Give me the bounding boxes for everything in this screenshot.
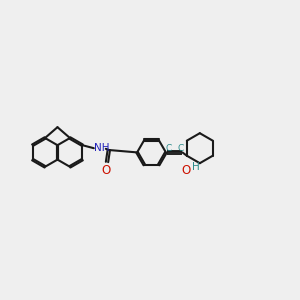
Text: NH: NH xyxy=(94,143,110,153)
Text: C: C xyxy=(166,144,172,153)
Text: C: C xyxy=(178,144,184,153)
Text: H: H xyxy=(192,162,200,172)
Text: O: O xyxy=(102,164,111,177)
Text: O: O xyxy=(181,164,190,176)
